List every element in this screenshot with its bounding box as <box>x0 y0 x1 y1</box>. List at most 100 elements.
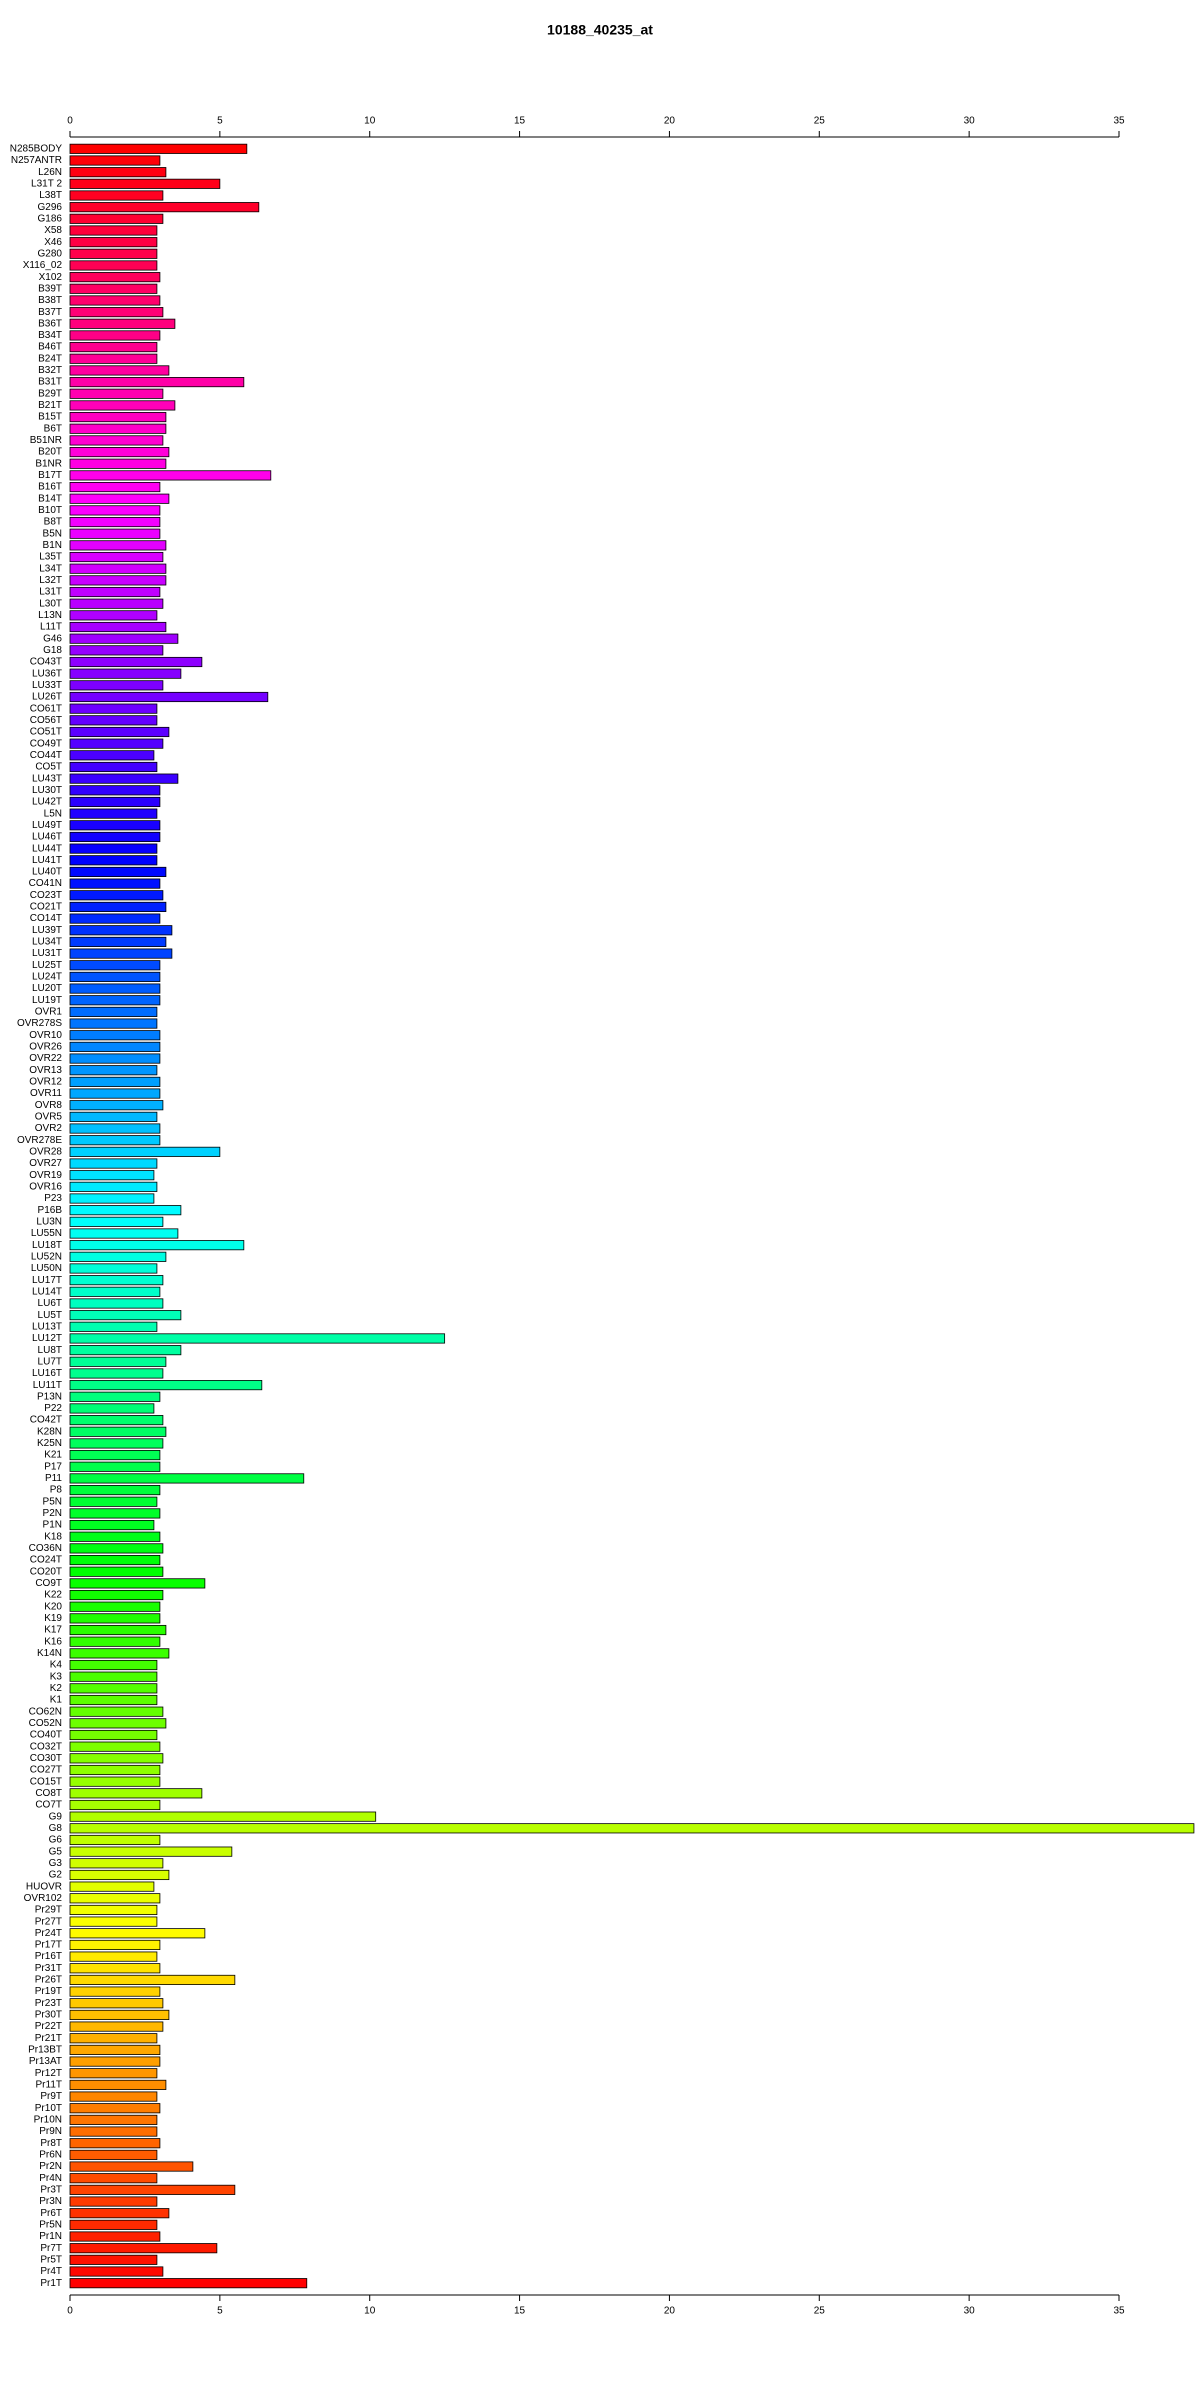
x-tick-label: 15 <box>514 116 526 127</box>
y-tick-label: LU12T <box>32 1333 62 1344</box>
y-tick-label: K25N <box>37 1438 62 1449</box>
bar <box>69 283 158 294</box>
bar <box>69 1100 164 1111</box>
y-tick-label: OVR1 <box>35 1007 63 1018</box>
y-tick-label: Pr29T <box>35 1905 62 1916</box>
y-tick-label: CO14T <box>30 913 62 924</box>
y-tick-label: X116_02 <box>23 260 63 271</box>
y-tick-label: K20 <box>44 1601 62 1612</box>
y-tick-label: B5N <box>43 528 62 539</box>
bar <box>69 1496 158 1507</box>
y-tick-label: LU44T <box>32 843 62 854</box>
y-tick-label: CO52N <box>29 1718 62 1729</box>
bar <box>69 715 158 726</box>
y-tick-label: B46T <box>38 342 62 353</box>
bar <box>69 913 161 924</box>
y-tick-label: X102 <box>39 272 63 283</box>
bar <box>69 1648 170 1659</box>
bar <box>69 691 269 703</box>
y-tick-label: OVR102 <box>24 1893 63 1904</box>
bar <box>69 1088 161 1099</box>
y-tick-label: OVR10 <box>29 1030 62 1041</box>
bar <box>69 1345 182 1356</box>
bar <box>69 1741 161 1752</box>
bar <box>69 388 164 399</box>
y-tick-label: Pr3N <box>39 2196 62 2207</box>
bar <box>69 423 167 434</box>
y-tick-label: B16T <box>38 482 62 493</box>
y-tick-label: L13N <box>38 610 62 621</box>
y-tick-label: LU50N <box>31 1263 62 1274</box>
y-tick-label: K22 <box>44 1590 62 1601</box>
bar <box>69 2033 158 2044</box>
y-tick-label: LU42T <box>32 797 62 808</box>
bar <box>69 1636 161 1647</box>
y-tick-label: L31T 2 <box>31 178 62 189</box>
y-tick-label: CO27T <box>30 1765 62 1776</box>
y-tick-label: LU40T <box>32 867 62 878</box>
y-tick-label: LU13T <box>32 1321 62 1332</box>
bar <box>69 435 164 446</box>
bar <box>69 1753 164 1764</box>
y-tick-label: P22 <box>44 1403 62 1414</box>
y-tick-label: B37T <box>38 307 62 318</box>
bar <box>69 866 167 878</box>
bar <box>69 516 161 528</box>
bar <box>69 1415 164 1426</box>
bar <box>69 808 158 819</box>
y-tick-label: CO51T <box>30 727 62 738</box>
y-tick-label: N257ANTR <box>11 155 62 166</box>
y-tick-label: CO41N <box>29 878 62 889</box>
bar <box>69 1356 167 1367</box>
y-tick-label: P2N <box>43 1508 62 1519</box>
bar <box>69 1718 167 1729</box>
bar <box>69 1135 161 1146</box>
bar <box>69 1764 161 1776</box>
y-tick-label: L32T <box>39 575 62 586</box>
bar <box>69 901 167 912</box>
y-tick-label: B15T <box>38 412 62 423</box>
bar <box>69 820 161 831</box>
bar <box>69 1624 167 1636</box>
x-tick-label: 30 <box>964 2306 976 2317</box>
bar <box>69 528 161 539</box>
bar <box>69 1659 158 1671</box>
bar <box>69 2126 158 2137</box>
y-tick-label: L5N <box>44 808 62 819</box>
bar <box>69 1613 161 1624</box>
y-tick-label: P16B <box>38 1205 63 1216</box>
bar <box>69 633 179 644</box>
y-tick-label: K1 <box>50 1695 63 1706</box>
bar <box>69 890 164 901</box>
x-tick-label: 35 <box>1113 116 1125 127</box>
y-tick-label: B8T <box>44 517 62 528</box>
y-tick-label: Pr22T <box>35 2021 62 2032</box>
y-tick-label: LU36T <box>32 668 62 679</box>
bar <box>69 1566 164 1577</box>
y-tick-label: LU46T <box>32 832 62 843</box>
bar <box>69 1181 158 1192</box>
y-tick-label: OVR278S <box>17 1018 62 1029</box>
bar <box>69 738 164 749</box>
y-tick-label: LU39T <box>32 925 62 936</box>
y-tick-label: Pr30T <box>35 2010 62 2021</box>
y-tick-label: Pr13AT <box>29 2056 62 2067</box>
y-tick-label: G9 <box>49 1811 63 1822</box>
chart-title: 10188_40235_at <box>547 22 653 38</box>
bar <box>69 155 161 166</box>
bar <box>69 1240 245 1251</box>
bar <box>69 586 161 598</box>
y-tick-label: OVR2 <box>35 1123 63 1134</box>
y-tick-label: CO49T <box>30 738 62 749</box>
y-tick-label: Pr6N <box>39 2150 62 2161</box>
y-tick-label: Pr4N <box>39 2173 62 2184</box>
y-tick-label: LU5T <box>38 1310 62 1321</box>
bar <box>69 1275 164 1286</box>
y-tick-label: L34T <box>39 563 62 574</box>
bar <box>69 1461 161 1472</box>
y-tick-label: G5 <box>49 1846 63 1857</box>
bar <box>69 1881 155 1892</box>
bar <box>69 761 158 773</box>
bar <box>69 1904 158 1916</box>
y-tick-label: Pr21T <box>35 2033 62 2044</box>
